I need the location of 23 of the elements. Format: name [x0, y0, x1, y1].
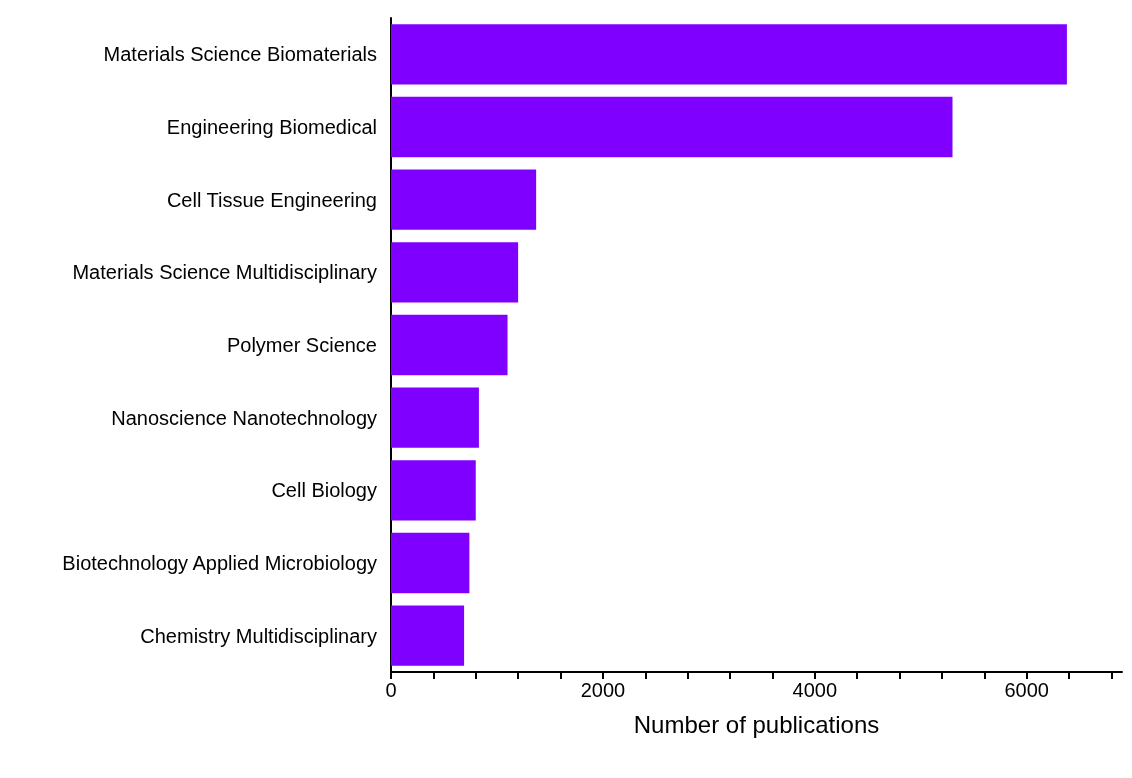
y-tick-label: Chemistry Multidisciplinary [140, 624, 377, 647]
x-tick-label: 6000 [1004, 679, 1049, 701]
y-tick-label: Engineering Biomedical [166, 116, 377, 138]
x-tick-label: 0 [385, 679, 397, 701]
bar [391, 169, 537, 230]
y-tick-label: Materials Science Biomaterials [103, 43, 377, 66]
bar [391, 387, 479, 448]
bar [391, 24, 1067, 85]
y-tick-label: Biotechnology Applied Microbiology [62, 552, 377, 574]
bar [391, 242, 519, 303]
x-tick-label: 4000 [792, 679, 838, 701]
y-tick-label: Polymer Science [226, 334, 377, 356]
y-tick-label: Cell Tissue Engineering [166, 188, 377, 211]
x-axis-title: Number of publications [633, 710, 880, 738]
y-tick-label: Materials Science Multidisciplinary [72, 261, 377, 284]
x-tick-label: 2000 [580, 679, 626, 701]
y-tick-label: Cell Biology [271, 479, 377, 502]
bar [391, 96, 953, 158]
y-tick-label: Nanoscience Nanotechnology [111, 406, 377, 429]
bar [391, 314, 508, 376]
bar [391, 532, 470, 594]
bar [391, 460, 476, 521]
bar [391, 605, 465, 666]
